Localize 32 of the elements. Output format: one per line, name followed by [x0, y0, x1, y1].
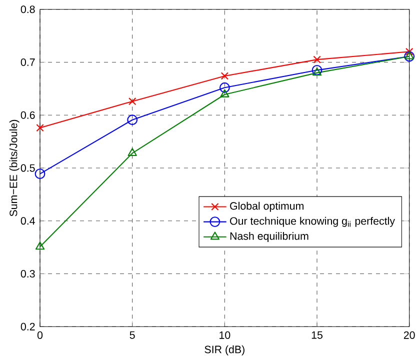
point: [128, 148, 137, 156]
y-tick-label: 0.6: [20, 111, 35, 119]
y-tick-label: 0.3: [20, 270, 35, 278]
x-tick-label: 20: [404, 331, 415, 339]
point: [128, 98, 136, 106]
point: [312, 68, 322, 76]
point: [220, 72, 229, 80]
point: [404, 51, 415, 62]
point: [220, 89, 230, 98]
point: [219, 82, 230, 93]
x-tick-label: 15: [312, 331, 322, 339]
point: [127, 114, 138, 126]
y-tick-label: 0.4: [20, 217, 35, 225]
point: [34, 168, 46, 180]
y-tick-label: 0.2: [20, 322, 35, 330]
point: [404, 51, 414, 60]
point: [312, 64, 322, 76]
x-tick-label: 10: [220, 331, 230, 339]
y-axis-title: Sum−EE (bits/Joule): [9, 120, 20, 216]
x-tick-label: 5: [130, 331, 135, 339]
legend-label: Global optimum: [230, 202, 304, 212]
y-tick-label: 0.5: [20, 164, 35, 172]
y-tick-label: 0.8: [20, 6, 35, 14]
legend-label: Our technique knowing g$_{ii}$ perfectly: [230, 216, 395, 227]
point: [406, 48, 414, 56]
x-tick-label: 0: [37, 331, 43, 339]
y-tick-label: 0.7: [20, 58, 35, 66]
legend-label: Nash equilibrium: [230, 232, 308, 242]
x-axis-title: SIR (dB): [204, 345, 244, 356]
point: [35, 242, 45, 250]
point: [36, 124, 44, 132]
point: [313, 56, 321, 64]
